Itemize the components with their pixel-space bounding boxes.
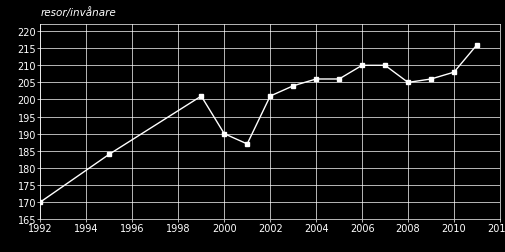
Text: resor/invånare: resor/invånare xyxy=(40,7,116,17)
